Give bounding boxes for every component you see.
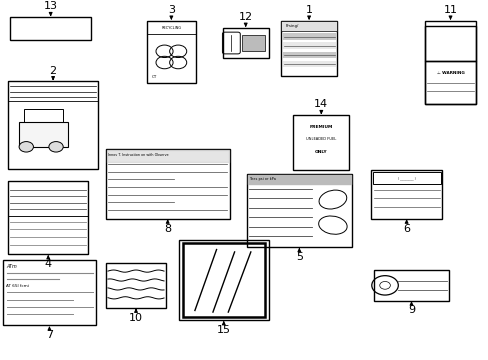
Bar: [282, 51, 335, 58]
Bar: [8, 81, 98, 168]
Bar: [424, 61, 475, 104]
Text: 11: 11: [443, 5, 457, 15]
Text: 5: 5: [295, 252, 302, 262]
Bar: [24, 109, 63, 122]
Bar: [242, 35, 264, 51]
Text: 4: 4: [44, 259, 52, 269]
Text: 6: 6: [402, 224, 409, 234]
Bar: [8, 181, 88, 216]
Text: 10: 10: [129, 312, 142, 323]
Text: Innov T. Instruction on with Observe: Innov T. Instruction on with Observe: [108, 153, 168, 157]
Text: 12: 12: [238, 12, 252, 22]
Text: 13: 13: [43, 1, 58, 12]
Text: UNLEADED FUEL: UNLEADED FUEL: [305, 138, 336, 141]
Text: ONLY: ONLY: [314, 150, 327, 154]
Text: AT 65l fcmi: AT 65l fcmi: [6, 284, 29, 288]
Bar: [8, 81, 98, 100]
Bar: [293, 115, 348, 170]
Text: 1: 1: [305, 5, 312, 15]
Text: Tires psi or kPa: Tires psi or kPa: [249, 177, 276, 181]
Text: 2: 2: [49, 66, 57, 76]
Bar: [281, 21, 336, 31]
Text: ATm: ATm: [6, 264, 17, 269]
Bar: [282, 33, 335, 40]
Bar: [424, 26, 475, 61]
Bar: [424, 21, 475, 104]
Text: PREMIUM: PREMIUM: [309, 125, 332, 129]
Bar: [8, 181, 88, 254]
Bar: [246, 174, 351, 247]
Text: RECYCLING: RECYCLING: [161, 26, 181, 30]
Text: 8: 8: [164, 224, 171, 234]
Bar: [8, 216, 88, 254]
Text: 3: 3: [167, 5, 175, 15]
Bar: [10, 17, 91, 40]
Bar: [105, 263, 166, 308]
Bar: [282, 42, 335, 49]
Bar: [222, 28, 268, 58]
Text: ( _________ ): ( _________ ): [397, 176, 415, 180]
Bar: [105, 149, 229, 219]
Text: 15: 15: [216, 325, 230, 335]
Circle shape: [49, 141, 63, 152]
Bar: [370, 170, 441, 219]
Bar: [178, 240, 268, 320]
Circle shape: [19, 141, 33, 152]
Bar: [3, 260, 96, 325]
Text: Prsing/: Prsing/: [285, 24, 298, 28]
Bar: [147, 21, 195, 83]
Text: 9: 9: [407, 306, 414, 315]
Text: 7: 7: [46, 330, 53, 341]
Bar: [147, 21, 195, 35]
Text: 14: 14: [314, 99, 327, 109]
Bar: [372, 172, 440, 184]
Bar: [19, 122, 68, 147]
Text: CT: CT: [152, 75, 157, 79]
Bar: [182, 243, 264, 317]
Bar: [373, 270, 448, 301]
Text: ⚠ WARNING: ⚠ WARNING: [436, 71, 464, 75]
Bar: [282, 60, 335, 67]
Bar: [281, 21, 336, 76]
